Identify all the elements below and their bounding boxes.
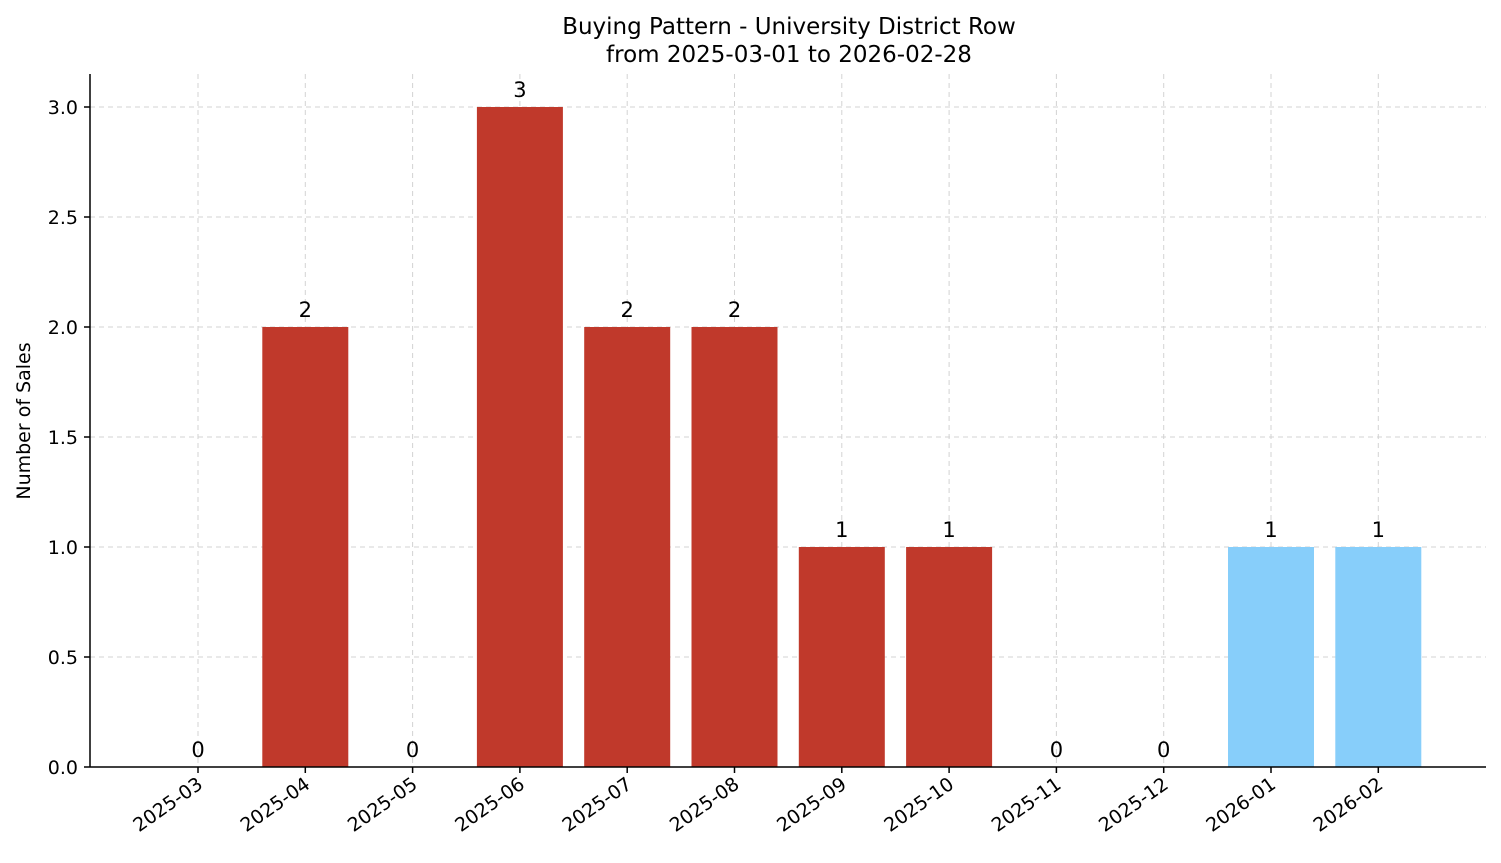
x-tick-label: 2025-05 bbox=[344, 773, 422, 837]
x-tick-label: 2025-09 bbox=[773, 773, 851, 837]
chart-title: Buying Pattern - University District Row bbox=[562, 14, 1016, 40]
chart-subtitle: from 2025-03-01 to 2026-02-28 bbox=[606, 42, 972, 68]
bar-value-label: 3 bbox=[513, 78, 526, 102]
bar-2025-08 bbox=[691, 327, 778, 767]
bar-value-label: 2 bbox=[728, 298, 741, 322]
x-tick-label: 2026-02 bbox=[1310, 773, 1388, 837]
bar-2026-01 bbox=[1228, 547, 1314, 767]
bar-value-labels: 0 2 0 3 2 2 1 1 0 0 1 1 bbox=[191, 78, 1385, 762]
x-tick-label: 2025-11 bbox=[988, 773, 1066, 837]
y-tick-label: 1.0 bbox=[48, 537, 78, 559]
bar-value-label: 0 bbox=[1050, 738, 1063, 762]
y-axis-label: Number of Sales bbox=[13, 342, 35, 499]
bar-value-label: 2 bbox=[621, 298, 634, 322]
x-tick-label: 2025-10 bbox=[880, 773, 958, 837]
bar-value-label: 1 bbox=[1264, 518, 1277, 542]
x-tick-label: 2025-08 bbox=[666, 773, 744, 837]
x-tick-label: 2025-12 bbox=[1095, 773, 1173, 837]
y-tick-label: 2.5 bbox=[48, 207, 78, 229]
bar-2026-02 bbox=[1335, 547, 1422, 767]
bar-2025-07 bbox=[584, 327, 671, 767]
bar-value-label: 1 bbox=[942, 518, 955, 542]
bar-value-label: 0 bbox=[191, 738, 204, 762]
x-tick-label: 2025-03 bbox=[129, 773, 207, 837]
y-tick-label: 3.0 bbox=[48, 97, 78, 119]
x-tick-label: 2025-04 bbox=[237, 773, 315, 837]
bar-2025-06 bbox=[476, 107, 563, 767]
bar-value-label: 2 bbox=[299, 298, 312, 322]
bar-2025-04 bbox=[262, 327, 349, 767]
x-tick-label: 2025-06 bbox=[451, 773, 529, 837]
y-tick-label: 1.5 bbox=[48, 427, 78, 449]
bar-value-label: 1 bbox=[1372, 518, 1385, 542]
bar-2025-09 bbox=[798, 547, 885, 767]
bar-value-label: 1 bbox=[835, 518, 848, 542]
y-tick-label: 0.0 bbox=[48, 757, 78, 779]
y-tick-label: 2.0 bbox=[48, 317, 78, 339]
bar-value-label: 0 bbox=[406, 738, 419, 762]
x-tick-label: 2026-01 bbox=[1202, 773, 1280, 837]
x-tick-label: 2025-07 bbox=[558, 773, 636, 837]
bars bbox=[262, 107, 1422, 767]
bar-value-label: 0 bbox=[1157, 738, 1170, 762]
y-tick-label: 0.5 bbox=[48, 647, 78, 669]
bar-2025-10 bbox=[906, 547, 993, 767]
